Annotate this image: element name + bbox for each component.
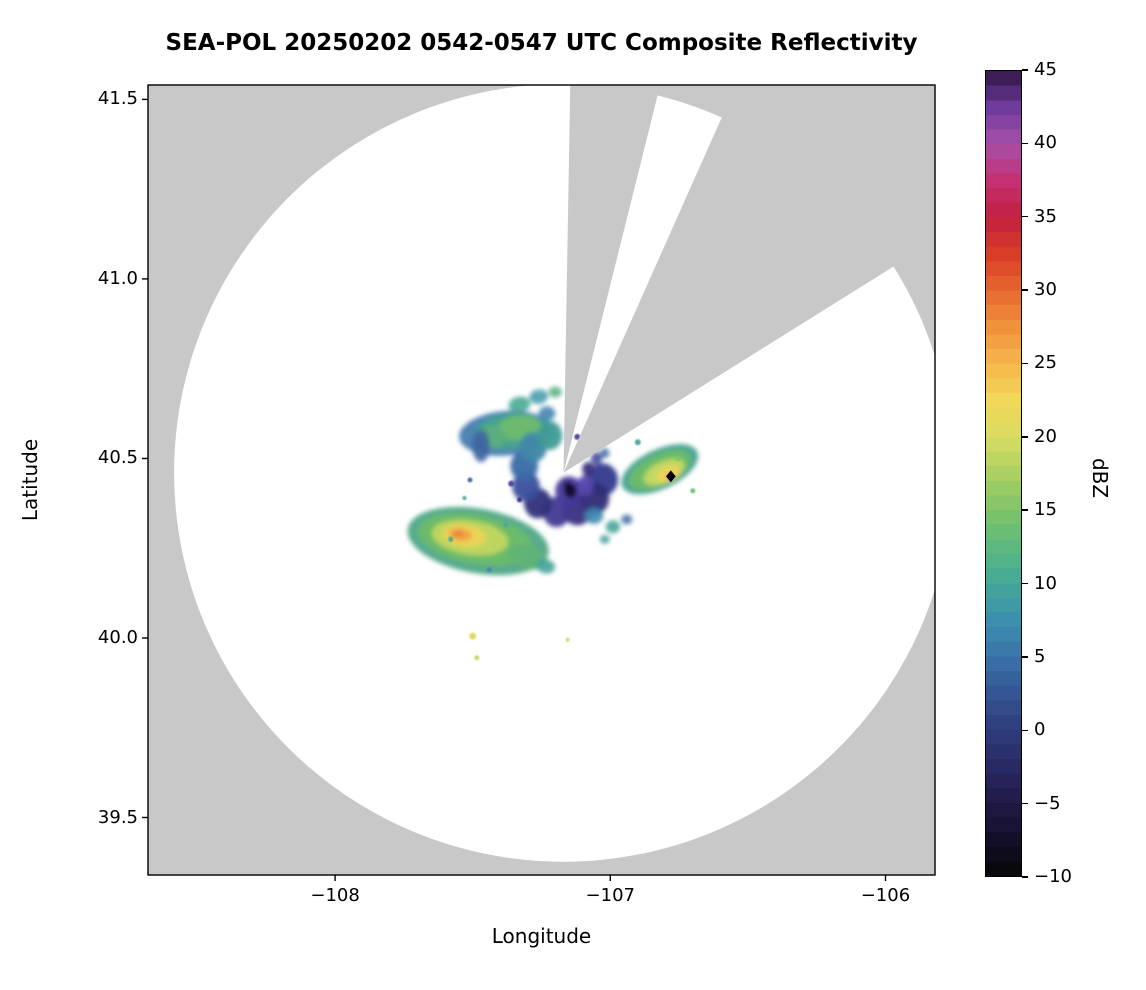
colorbar-tick-mark — [1022, 509, 1028, 511]
colorbar-tick-label: 0 — [1034, 719, 1046, 741]
colorbar-tick-mark — [1022, 582, 1028, 585]
echo-speckle — [508, 480, 515, 487]
x-tick-label: −107 — [585, 885, 636, 906]
echo-blob — [591, 452, 602, 465]
echo-blob — [584, 508, 604, 524]
y-tick-label: 41.5 — [97, 88, 138, 110]
colorbar-tick-mark — [1022, 69, 1028, 71]
echo-blob — [599, 535, 610, 544]
echo-speckle — [469, 632, 477, 640]
echo-blob — [548, 386, 562, 398]
colorbar-tick-label: 15 — [1034, 499, 1057, 521]
echo-blob — [508, 396, 531, 413]
blocked-sector — [563, 85, 935, 473]
echo-speckle — [565, 637, 570, 642]
y-tick-label: 41.0 — [97, 267, 138, 289]
echo-speckle — [467, 477, 473, 483]
echo-speckle — [474, 655, 480, 661]
chart-title: SEA-POL 20250202 0542-0547 UTC Composite… — [165, 30, 918, 56]
colorbar-tick-label: 40 — [1034, 132, 1057, 154]
colorbar-tick-mark — [1022, 729, 1028, 731]
colorbar-tick-label: 35 — [1034, 205, 1057, 227]
colorbar-tick-mark — [1022, 289, 1028, 291]
colorbar-tick-mark — [1022, 802, 1028, 805]
echo-speckle — [574, 433, 581, 440]
radar-echoes — [407, 386, 699, 576]
echo-blob — [600, 448, 610, 459]
echo-speckle — [448, 536, 454, 542]
colorbar-tick-label: 30 — [1034, 279, 1057, 301]
colorbar-tick-mark — [1022, 656, 1028, 658]
colorbar-gradient — [986, 71, 1021, 876]
colorbar-tick-label: 45 — [1034, 59, 1057, 80]
colorbar-tick-mark — [1022, 876, 1028, 878]
colorbar-tick-label: 5 — [1034, 645, 1046, 667]
site-marker-diamond — [666, 470, 676, 483]
echo-blob — [529, 389, 549, 404]
echo-speckle — [462, 496, 467, 500]
echo-blob — [621, 514, 633, 525]
echo-blob — [472, 429, 490, 463]
echo-blob — [577, 475, 594, 496]
echo-blob — [537, 421, 563, 450]
colorbar-tick-mark — [1022, 142, 1028, 145]
colorbar-tick-label: −5 — [1034, 792, 1061, 814]
colorbar-tick-label: 25 — [1034, 352, 1057, 374]
map-area — [148, 85, 935, 875]
colorbar-label: dBZ — [1088, 457, 1112, 499]
echo-speckle — [517, 497, 522, 503]
y-tick-label: 40.0 — [97, 627, 138, 648]
colorbar-tick-label: 20 — [1034, 425, 1057, 447]
colorbar-tick-label: −10 — [1034, 866, 1072, 887]
echo-speckle — [675, 456, 681, 461]
x-tick-label: −106 — [860, 885, 911, 906]
echo-blob — [564, 481, 572, 490]
x-axis-label: Longitude — [491, 924, 592, 948]
colorbar-tick-label: 10 — [1034, 572, 1057, 594]
echo-speckles — [448, 433, 696, 661]
colorbar-tick-mark — [1022, 216, 1028, 218]
echo-speckle — [690, 488, 696, 494]
x-tick-label: −108 — [310, 885, 360, 906]
echo-blob — [453, 530, 464, 538]
echo-speckle — [486, 567, 492, 573]
colorbar-tick-mark — [1022, 436, 1028, 438]
echo-blob — [538, 406, 556, 421]
colorbar-tick-mark — [1022, 362, 1028, 365]
echo-blob — [605, 520, 621, 534]
plot-border — [147, 84, 936, 876]
y-tick-label: 40.5 — [97, 447, 138, 469]
echo-blob — [536, 558, 556, 574]
echo-blob — [582, 462, 595, 477]
colorbar — [985, 70, 1022, 877]
blocked-sector — [563, 85, 661, 473]
echo-speckle — [634, 439, 641, 446]
echo-speckle — [503, 522, 509, 528]
y-tick-label: 39.5 — [97, 806, 138, 828]
